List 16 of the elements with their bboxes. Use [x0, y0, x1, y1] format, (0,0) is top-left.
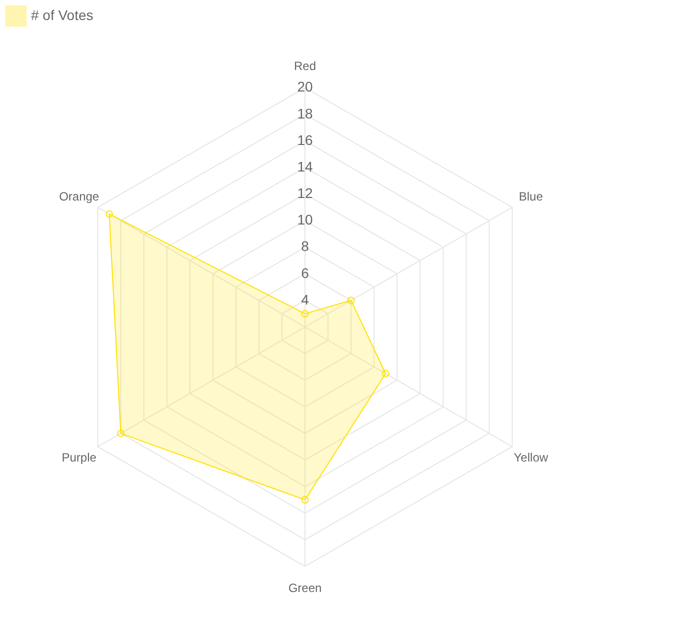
spoke-label: Purple [62, 450, 97, 464]
y-tick-label: 20 [297, 78, 313, 95]
spoke-label: Yellow [514, 450, 548, 464]
y-tick-label: 14 [297, 158, 313, 174]
spoke-label: Red [294, 59, 316, 74]
y-tick-label: 4 [301, 291, 310, 308]
legend-label: # of Votes [31, 7, 94, 23]
y-tick-label: 18 [297, 105, 313, 122]
y-tick-label: 6 [301, 264, 310, 281]
y-tick-label: 10 [297, 212, 313, 228]
y-tick-label: 16 [297, 132, 313, 148]
y-tick-label: 12 [297, 185, 313, 202]
spoke-label: Blue [518, 190, 544, 204]
spoke-label: Green [288, 580, 322, 595]
y-tick-label: 8 [301, 238, 310, 254]
spoke-label: Orange [59, 190, 100, 204]
